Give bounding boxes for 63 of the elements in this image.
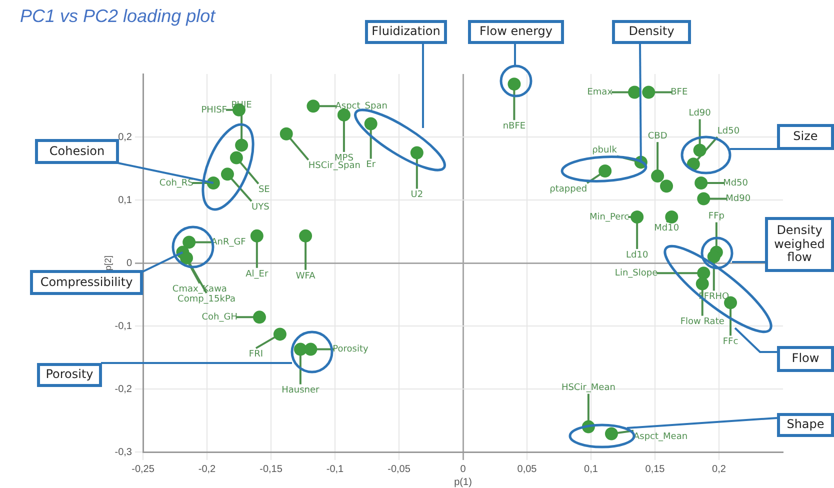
annotation: CBD <box>648 131 668 142</box>
chart-title: PC1 vs PC2 loading plot <box>20 6 216 27</box>
annotation: PHISF <box>201 105 227 116</box>
x-tick-label: -0,05 <box>388 464 411 475</box>
x-tick-label: 0,1 <box>584 464 598 475</box>
annotation: Er <box>366 160 376 170</box>
text: Fluidization <box>365 20 447 44</box>
annotation: Aspct_Mean <box>633 432 688 442</box>
annotation: Density weighed flow <box>765 217 834 272</box>
annotation: Aspct_Span <box>335 101 388 112</box>
annotation: Md90 <box>726 194 751 204</box>
annotation: nBFE <box>502 121 526 132</box>
annotation: WFA <box>296 271 316 282</box>
y-tick-label: -0,1 <box>114 320 132 332</box>
annotation: FFc <box>722 337 738 348</box>
x-axis-title: p(1) <box>454 476 472 488</box>
annotation: Md10 <box>654 223 680 234</box>
annotation: Cohesion <box>35 139 119 164</box>
annotation: HSCir_Mean <box>561 383 616 394</box>
annotation: BFE <box>670 88 688 98</box>
y-tick-label: 0 <box>126 258 132 269</box>
annotation: Min_Perc <box>590 212 630 222</box>
text: Flow <box>777 346 834 372</box>
annotation: Hausner <box>282 386 320 396</box>
annotation: Ld50 <box>717 126 740 136</box>
annotation: FFp <box>708 212 725 222</box>
x-tick-label: 0 <box>460 464 466 475</box>
x-tick-label: 0,2 <box>712 464 726 475</box>
annotation: Coh_GH <box>202 312 238 323</box>
annotation: FRI <box>248 350 264 360</box>
annotation: SE <box>258 185 270 196</box>
annotation: Al_Er <box>246 269 268 280</box>
annotation: ρbulk <box>592 146 618 156</box>
y-axis-title: p[2] <box>102 255 113 271</box>
x-tick-label: -0,2 <box>198 464 216 475</box>
text: Shape <box>777 413 834 437</box>
x-tick-label: 0,05 <box>517 464 538 475</box>
annotation: HSCir_Span <box>308 161 360 172</box>
annotation: Md50 <box>723 178 748 188</box>
text: Flow energy <box>468 20 564 44</box>
annotation: ρtapped <box>550 184 588 194</box>
annotation: Ld90 <box>688 108 712 119</box>
y-tick-label: 0,1 <box>118 194 132 206</box>
y-tick-label: 0,2 <box>118 132 132 143</box>
annotation: Flow Rate <box>680 317 725 328</box>
y-tick-label: -0,2 <box>114 384 132 395</box>
y-tick-label: -0,3 <box>114 446 132 458</box>
annotation: Ld10 <box>626 250 648 260</box>
text: Porosity <box>37 363 102 387</box>
x-tick-label: -0,15 <box>260 464 283 475</box>
annotation: Lin_Slope <box>614 268 658 278</box>
annotation: Compressibility <box>30 270 143 295</box>
annotation: Density <box>612 20 691 44</box>
annotation: UYS <box>251 202 270 213</box>
x-tick-label: -0,1 <box>326 464 344 475</box>
x-tick-label: 0,15 <box>645 464 666 475</box>
annotation: Comp_15kPa <box>178 294 236 304</box>
annotation: Coh_RS <box>159 178 194 188</box>
text: Size <box>777 124 834 150</box>
annotation: Emax <box>587 88 614 98</box>
annotation: Porosity <box>332 344 370 355</box>
annotation: U2 <box>410 190 424 200</box>
x-tick-label: -0,25 <box>132 464 155 475</box>
